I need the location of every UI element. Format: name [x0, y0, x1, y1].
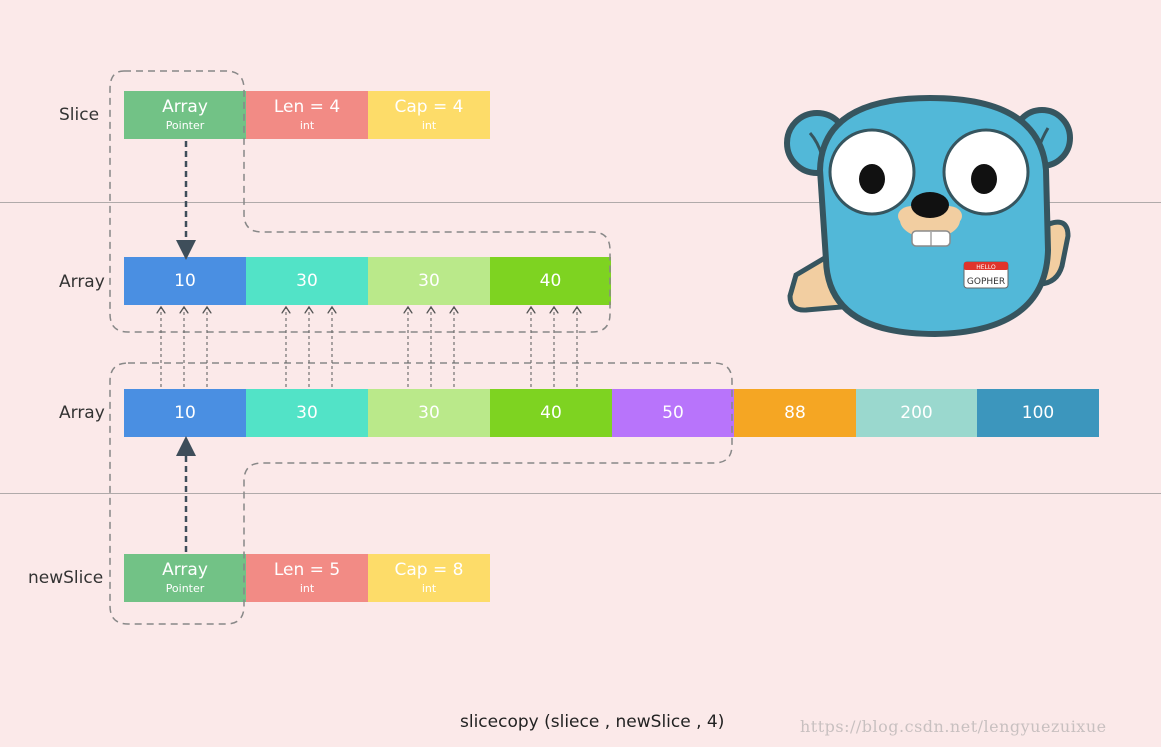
array-bottom-cell: 200 — [856, 389, 977, 437]
array-top-cell: 30 — [246, 257, 368, 305]
divider-line — [0, 202, 1161, 203]
array-bottom-cell: 30 — [246, 389, 368, 437]
gopher-nose — [911, 192, 949, 218]
array-bottom-cell: 40 — [490, 389, 612, 437]
copy-arrows — [161, 307, 577, 387]
cell-subtitle: int — [421, 118, 437, 132]
new-slice-array-pointer-cell: Array Pointer — [124, 554, 246, 602]
cell-subtitle: Pointer — [165, 581, 205, 595]
cell-subtitle: int — [299, 118, 315, 132]
slice-array-pointer-cell: Array Pointer — [124, 91, 246, 139]
badge-hello-text: HELLO — [976, 264, 996, 271]
dashed-region-top — [109, 70, 611, 333]
cell-title: Cap = 8 — [394, 560, 464, 581]
cell-title: Array — [162, 560, 208, 581]
cell-subtitle: int — [299, 581, 315, 595]
new-slice-cap-cell: Cap = 8 int — [368, 554, 490, 602]
array-top-cell: 40 — [490, 257, 611, 305]
row-label-new-slice: newSlice — [28, 568, 104, 588]
cell-title: Len = 5 — [273, 560, 341, 581]
gopher-mascot: HELLO GOPHER — [784, 94, 1073, 338]
array-bottom-cell: 10 — [124, 389, 246, 437]
source-watermark: https://blog.csdn.net/lengyuezuixue — [800, 717, 1107, 736]
cell-title: Array — [162, 97, 208, 118]
badge-name-text: GOPHER — [967, 277, 1005, 287]
array-top-cell: 30 — [368, 257, 490, 305]
new-slice-len-cell: Len = 5 int — [246, 554, 368, 602]
row-label-array-top: Array — [59, 272, 105, 292]
array-top-cell: 10 — [124, 257, 246, 305]
cell-subtitle: Pointer — [165, 118, 205, 132]
cell-title: Cap = 4 — [394, 97, 464, 118]
slice-cap-cell: Cap = 4 int — [368, 91, 490, 139]
diagram-caption: slicecopy (sliece , newSlice , 4) — [460, 712, 725, 732]
divider-line — [0, 493, 1161, 494]
slice-len-cell: Len = 4 int — [246, 91, 368, 139]
array-bottom-cell: 100 — [977, 389, 1099, 437]
array-bottom-cell: 88 — [734, 389, 856, 437]
gopher-name-badge: HELLO GOPHER — [963, 261, 1009, 289]
row-label-slice: Slice — [59, 105, 100, 125]
cell-title: Len = 4 — [273, 97, 341, 118]
cell-subtitle: int — [421, 581, 437, 595]
array-bottom-cell: 50 — [612, 389, 734, 437]
row-label-array-bottom: Array — [59, 403, 105, 423]
array-bottom-cell: 30 — [368, 389, 490, 437]
dashed-region-bottom — [109, 362, 733, 625]
